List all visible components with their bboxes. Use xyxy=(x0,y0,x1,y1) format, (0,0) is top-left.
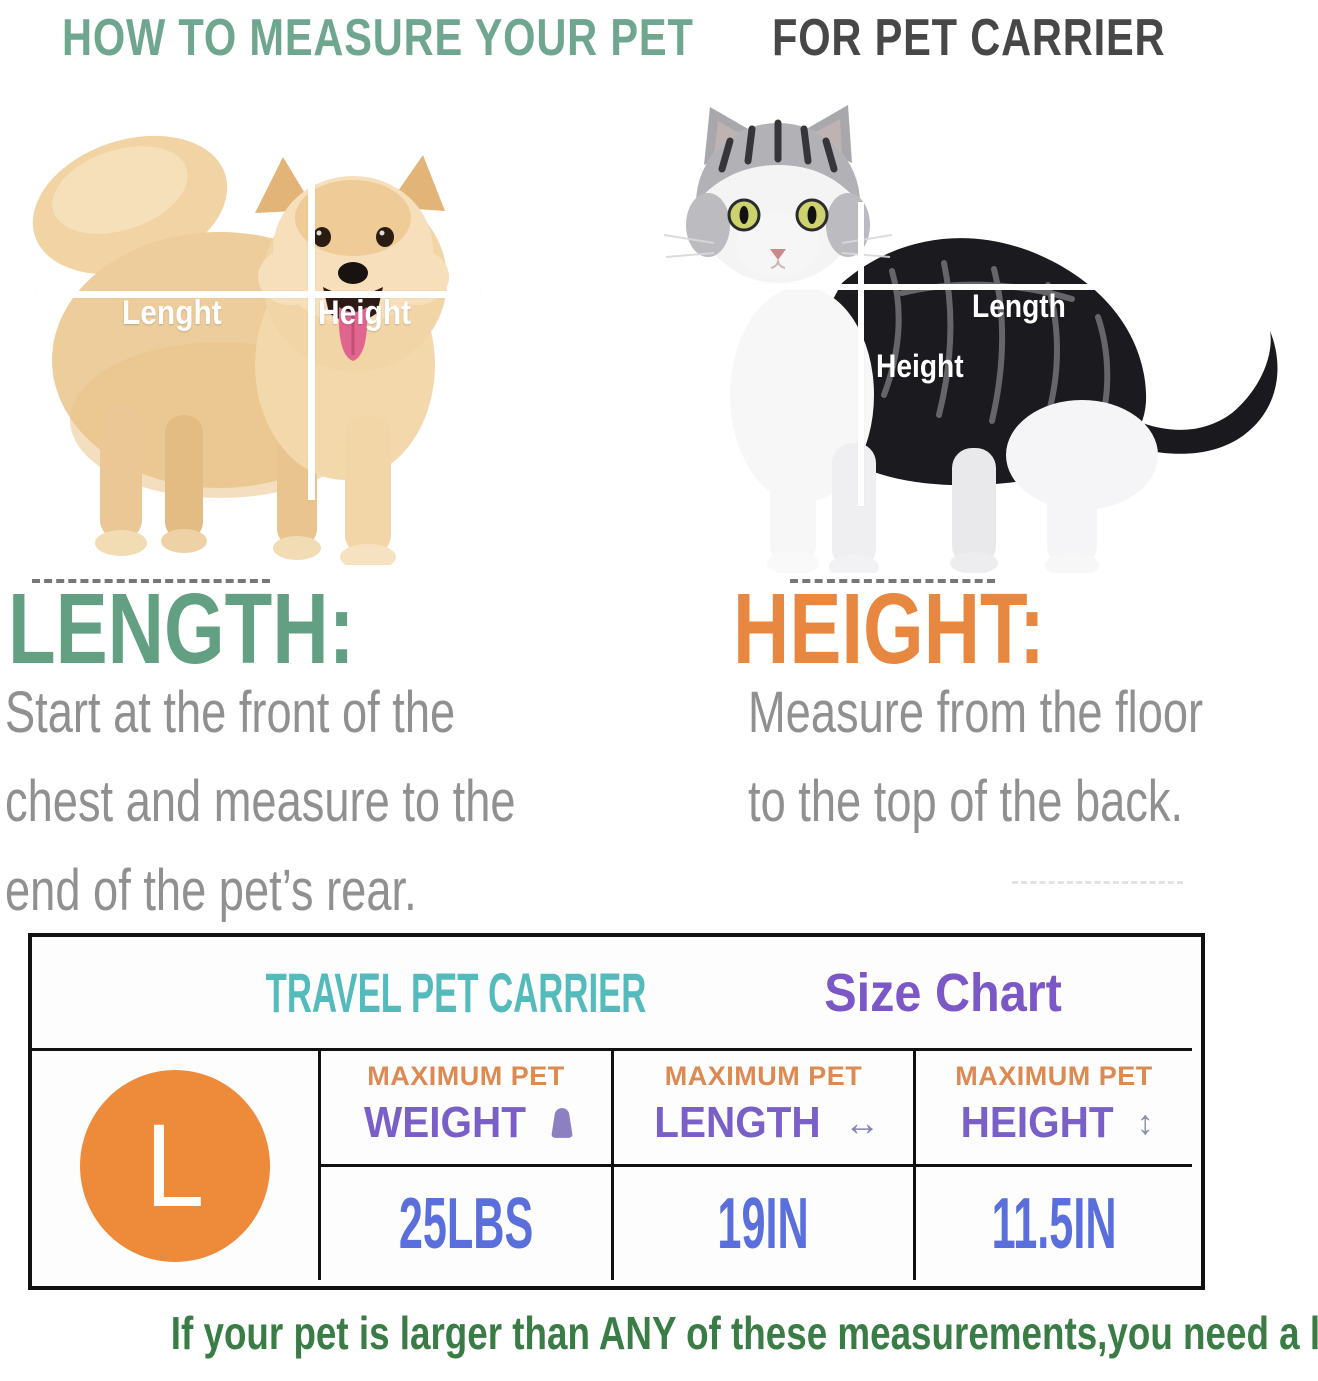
height-header-label: HEIGHT xyxy=(961,1098,1114,1147)
weight-header-cell: MAXIMUM PET WEIGHT xyxy=(321,1051,614,1167)
size-cell: L xyxy=(32,1051,321,1280)
height-header-small: MAXIMUM PET xyxy=(955,1061,1153,1091)
size-badge-letter: L xyxy=(145,1099,205,1232)
height-header-cell: MAXIMUM PET HEIGHT ↕ xyxy=(916,1051,1192,1167)
weight-icon xyxy=(551,1108,573,1138)
dog-length-label: Lenght xyxy=(122,294,222,332)
cat-length-line xyxy=(722,284,1100,290)
size-chart-title: Size Chart xyxy=(824,962,1062,1023)
size-chart-table: TRAVEL PET CARRIER Size Chart L MAXIMUM … xyxy=(28,933,1205,1290)
dog-height-label: Height xyxy=(318,294,412,332)
cat-photo xyxy=(663,105,1278,573)
length-header-label: LENGTH xyxy=(654,1098,821,1147)
dog-length-line xyxy=(36,291,480,298)
dog-height-line xyxy=(308,172,315,500)
length-header-small: MAXIMUM PET xyxy=(664,1061,863,1091)
size-badge: L xyxy=(80,1069,270,1262)
page-title-left: HOW TO MEASURE YOUR PET xyxy=(62,9,694,67)
weight-header-small: MAXIMUM PET xyxy=(367,1061,565,1091)
height-description: Measure from the floor to the top of the… xyxy=(748,680,1204,834)
weight-header-label: WEIGHT xyxy=(364,1098,526,1147)
height-value-cell: 11.5IN xyxy=(916,1167,1192,1280)
height-heading: HEIGHT: xyxy=(733,573,1045,685)
size-chart-product-title: TRAVEL PET CARRIER xyxy=(265,961,647,1024)
cat-length-label: Length xyxy=(972,288,1066,324)
page-title-right: FOR PET CARRIER xyxy=(772,9,1166,67)
length-value-cell: 19IN xyxy=(614,1167,916,1280)
height-value: 11.5IN xyxy=(991,1183,1117,1264)
horizontal-arrow-icon: ↔ xyxy=(843,1102,880,1143)
size-chart-title-row: TRAVEL PET CARRIER Size Chart xyxy=(32,937,1192,1051)
length-description: Start at the front of the chest and meas… xyxy=(5,680,516,923)
vertical-arrow-icon: ↕ xyxy=(1136,1104,1154,1142)
length-value: 19IN xyxy=(717,1183,810,1264)
length-header-cell: MAXIMUM PET LENGTH ↔ xyxy=(614,1051,916,1167)
dashed-line-left xyxy=(32,579,270,583)
cat-height-label: Height xyxy=(876,348,964,384)
dashed-line-faint xyxy=(1012,881,1183,884)
dog-photo xyxy=(32,135,449,565)
dashed-line-right xyxy=(790,579,995,583)
cat-height-line xyxy=(858,202,864,506)
weight-value-cell: 25LBS xyxy=(321,1167,614,1280)
length-heading: LENGTH: xyxy=(8,573,355,685)
weight-value: 25LBS xyxy=(398,1183,534,1264)
footer-warning-note: If your pet is larger than ANY of these … xyxy=(170,1307,1318,1359)
